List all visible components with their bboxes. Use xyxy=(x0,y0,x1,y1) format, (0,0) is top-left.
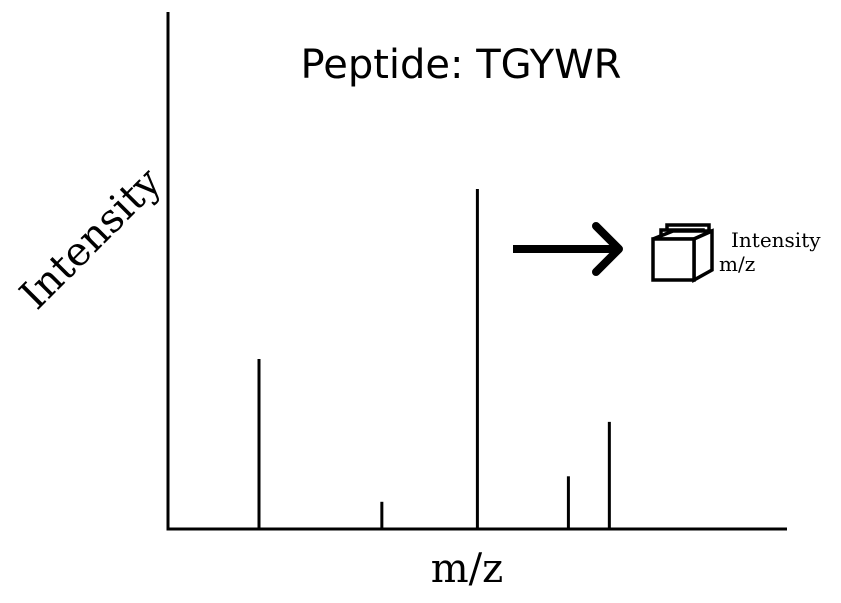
inset-intensity-label: Intensity xyxy=(731,228,821,252)
y-axis-label: Intensity xyxy=(11,159,170,318)
cube-stack-icon xyxy=(651,223,714,283)
peaks-series xyxy=(257,189,611,529)
inset-mz-label: m/z xyxy=(719,252,755,276)
x-axis-label: m/z xyxy=(431,546,503,592)
chart-title: Peptide: TGYWR xyxy=(301,42,622,88)
right-arrow-icon xyxy=(513,222,623,276)
